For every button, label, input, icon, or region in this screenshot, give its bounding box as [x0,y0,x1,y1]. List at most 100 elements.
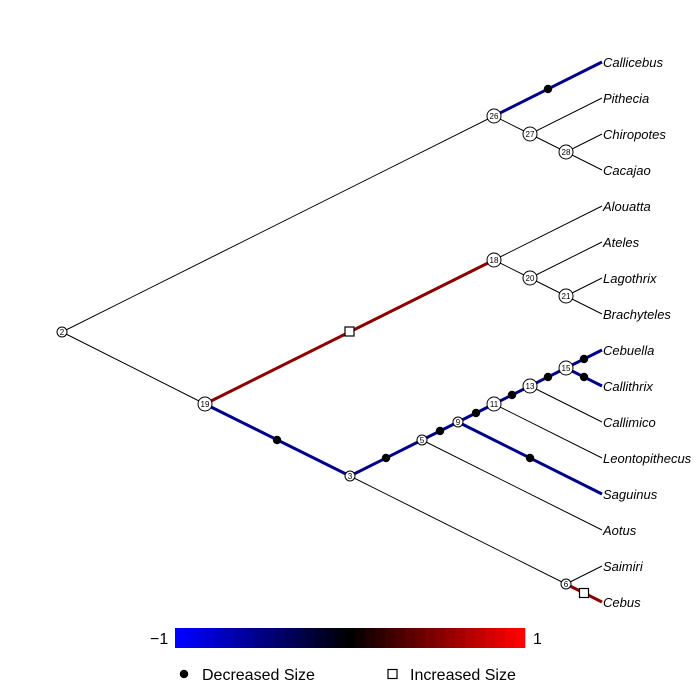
branch-13-callimico [529,385,603,423]
tip-lagothrix: Lagothrix [603,271,657,286]
svg-text:3: 3 [348,472,353,481]
color-scale-step [285,628,296,648]
branch-2-19 [61,331,206,405]
scale-max-label: 1 [533,631,542,648]
decreased-size-marker [579,354,589,364]
svg-text:11: 11 [490,400,499,409]
tip-cacajao: Cacajao [603,163,651,178]
color-scale-step [245,628,256,648]
color-scale-step [435,628,446,648]
node-26: 26 [486,108,502,124]
decreased-size-marker [435,426,445,436]
node-11: 11 [486,396,502,412]
branch-2-26 [61,115,495,333]
decreased-size-marker [543,372,553,382]
tip-alouatta: Alouatta [602,199,651,214]
color-scale-step [415,628,426,648]
legend: −1 1 Decreased Size Increased Size [150,628,542,684]
node-13: 13 [522,378,538,394]
increased-size-label: Increased Size [410,667,516,684]
color-scale-step [495,628,506,648]
tip-labels: Callicebus Pithecia Chiropotes Cacajao A… [602,55,692,610]
color-scale-step [455,628,466,648]
decreased-size-marker [579,372,589,382]
color-scale-step [255,628,266,648]
color-scale-step [325,628,336,648]
tree-branches [61,60,603,604]
color-scale-step [275,628,286,648]
tip-saguinus: Saguinus [603,487,658,502]
increased-size-legend-icon [387,668,398,680]
color-scale-step [375,628,386,648]
tip-leontopithecus: Leontopithecus [603,451,692,466]
tip-aotus: Aotus [602,523,637,538]
node-15: 15 [558,360,574,376]
color-scale-step [475,628,486,648]
svg-text:13: 13 [526,382,535,391]
tip-callimico: Callimico [603,415,656,430]
color-scale-step [345,628,356,648]
color-scale-step [385,628,396,648]
decreased-size-marker [525,453,535,463]
decreased-size-marker [543,84,553,94]
node-2: 2 [56,326,68,338]
tree-nodes: 2 19 3 5 9 11 13 15 [56,108,574,590]
svg-text:28: 28 [562,148,571,157]
svg-text:27: 27 [526,130,535,139]
tip-ateles: Ateles [602,235,640,250]
node-28: 28 [558,144,574,160]
tip-saimiri: Saimiri [603,559,644,574]
decreased-size-marker [272,435,282,445]
color-scale-steps [175,628,526,648]
scale-min-label: −1 [150,631,168,648]
svg-text:6: 6 [564,580,569,589]
color-scale-step [175,628,186,648]
color-scale-step [505,628,516,648]
branch-5-aotus [421,439,603,531]
decreased-size-marker [381,453,391,463]
color-scale-step [465,628,476,648]
decreased-size-marker [507,390,517,400]
node-21: 21 [558,288,574,304]
color-scale-step [485,628,496,648]
svg-text:15: 15 [562,364,571,373]
color-scale-step [185,628,196,648]
branch-20-ateles [529,241,603,279]
tip-pithecia: Pithecia [603,91,649,106]
node-6: 6 [560,578,572,590]
svg-text:20: 20 [526,274,535,283]
node-3: 3 [344,470,356,482]
tip-callithrix: Callithrix [603,379,653,394]
svg-text:26: 26 [490,112,499,121]
tip-chiropotes: Chiropotes [603,127,666,142]
svg-text:18: 18 [490,256,499,265]
node-9: 9 [452,416,464,428]
branch-27-pithecia [529,97,603,135]
color-scale-step [215,628,226,648]
increased-size-marker [578,587,590,599]
node-20: 20 [522,270,538,286]
branch-6-saimiri [565,565,603,585]
increased-size-marker [344,326,355,337]
color-scale-step [425,628,436,648]
color-scale-step [515,628,526,648]
node-19: 19 [197,396,213,412]
svg-text:9: 9 [456,418,461,427]
color-scale-step [445,628,456,648]
color-scale-step [225,628,236,648]
decreased-size-legend-icon [179,669,189,679]
svg-text:19: 19 [201,400,210,409]
color-scale-step [355,628,366,648]
decreased-size-marker [471,408,481,418]
node-18: 18 [486,252,502,268]
node-27: 27 [522,126,538,142]
tip-cebuella: Cebuella [603,343,654,358]
branch-3-6 [349,475,567,585]
branch-18-alouatta [493,205,603,261]
tip-callicebus: Callicebus [603,55,663,70]
color-scale-step [195,628,206,648]
shift-markers [272,84,590,599]
color-scale-step [205,628,216,648]
color-scale-step [335,628,346,648]
